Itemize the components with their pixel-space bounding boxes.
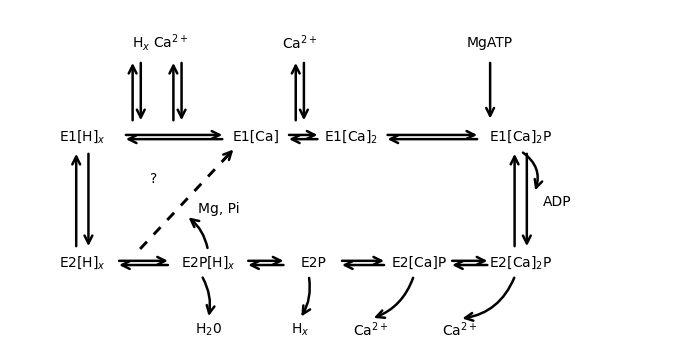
Text: ADP: ADP [542,195,571,209]
Text: E2[Ca]P: E2[Ca]P [391,256,447,270]
Text: Mg, Pi: Mg, Pi [198,202,239,216]
Text: MgATP: MgATP [467,36,513,50]
Text: E1[Ca]$_2$P: E1[Ca]$_2$P [489,129,552,145]
Text: Ca$^{2+}$: Ca$^{2+}$ [282,33,318,52]
Text: Ca$^{2+}$: Ca$^{2+}$ [442,320,477,339]
Text: E2[H]$_x$: E2[H]$_x$ [59,255,105,271]
Text: H$_2$0: H$_2$0 [195,321,222,338]
Text: Ca$^{2+}$: Ca$^{2+}$ [354,320,389,339]
Text: E2P[H]$_x$: E2P[H]$_x$ [181,255,235,271]
Text: E2P: E2P [301,256,326,270]
Text: H$_x$: H$_x$ [290,321,309,338]
Text: E1[H]$_x$: E1[H]$_x$ [59,129,105,145]
Text: ?: ? [150,172,158,186]
Text: H$_x$ Ca$^{2+}$: H$_x$ Ca$^{2+}$ [132,32,189,53]
Text: E1[Ca]$_2$: E1[Ca]$_2$ [324,129,378,145]
Text: E2[Ca]$_2$P: E2[Ca]$_2$P [489,255,552,271]
Text: E1[Ca]: E1[Ca] [232,130,279,144]
